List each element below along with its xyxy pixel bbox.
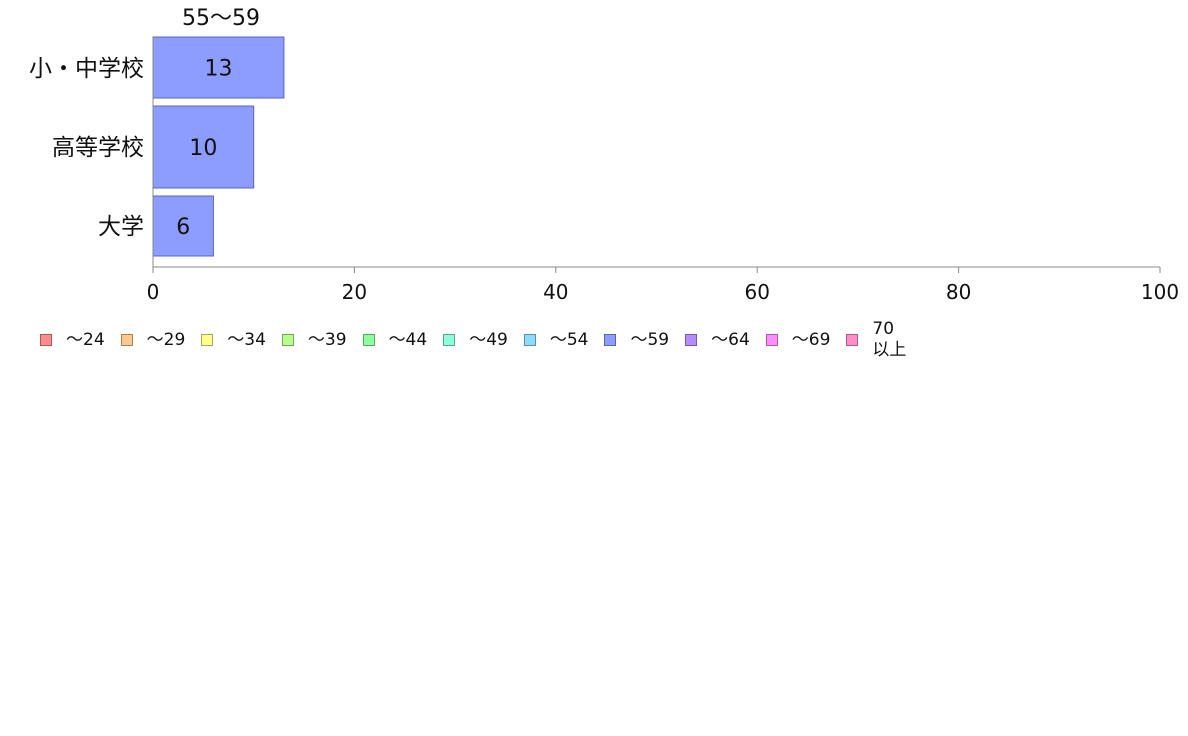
legend-label: 〜39 [307,329,347,350]
legend-label: 〜49 [469,329,508,350]
chart-legend: 〜24 〜29 〜34 〜39 〜44 〜49 〜54 〜59 〜64 〜69 70 以上 [40,318,922,362]
category-label: 高等学校 [52,135,144,161]
bar [152,195,214,257]
x-tick-label: 0 [147,280,160,304]
legend-item: 〜59 [604,330,669,351]
category-label: 大学 [98,214,144,240]
legend-swatch [685,334,698,346]
legend-label: 〜34 [227,329,266,350]
bar-value-label: 13 [204,57,232,82]
x-tick-label: 20 [342,280,367,304]
legend-item: 70 以上 [846,319,906,361]
x-tick-label: 40 [543,280,568,304]
legend-item: 〜34 [201,330,266,351]
legend-swatch [523,334,536,346]
legend-swatch [362,334,375,346]
legend-item: 〜24 [40,330,105,351]
legend-swatch [846,334,859,346]
series-header-label: 55〜59 [182,6,260,31]
x-tick-label: 60 [744,280,769,304]
legend-label: 〜69 [791,329,831,350]
legend-swatch [765,334,778,346]
legend-label: 〜64 [711,329,750,350]
x-tick-label: 80 [946,280,971,304]
legend-label: 〜29 [146,329,186,350]
legend-label: 〜59 [630,329,670,350]
legend-swatch [281,334,294,346]
legend-item: 〜64 [685,330,750,351]
category-label: 小・中学校 [29,56,144,82]
legend-item: 〜54 [523,329,589,351]
legend-item: 〜69 [765,329,831,351]
legend-swatch [201,334,214,346]
bar-value-label: 10 [189,136,217,161]
bar-value-label: 6 [176,215,190,240]
bar [152,105,255,189]
legend-label: 〜54 [549,329,589,350]
bar [152,36,285,99]
legend-label: 〜44 [388,329,428,350]
legend-item: 〜49 [443,330,508,351]
legend-label: 〜24 [66,329,105,350]
legend-swatch [604,334,617,346]
legend-swatch [443,334,456,346]
legend-swatch [40,334,52,346]
legend-item: 〜39 [281,329,347,351]
x-tick-label: 100 [1141,280,1179,304]
legend-item: 〜44 [362,329,428,351]
legend-label: 70 以上 [872,319,907,360]
legend-item: 〜29 [120,329,186,351]
legend-swatch [120,334,133,346]
